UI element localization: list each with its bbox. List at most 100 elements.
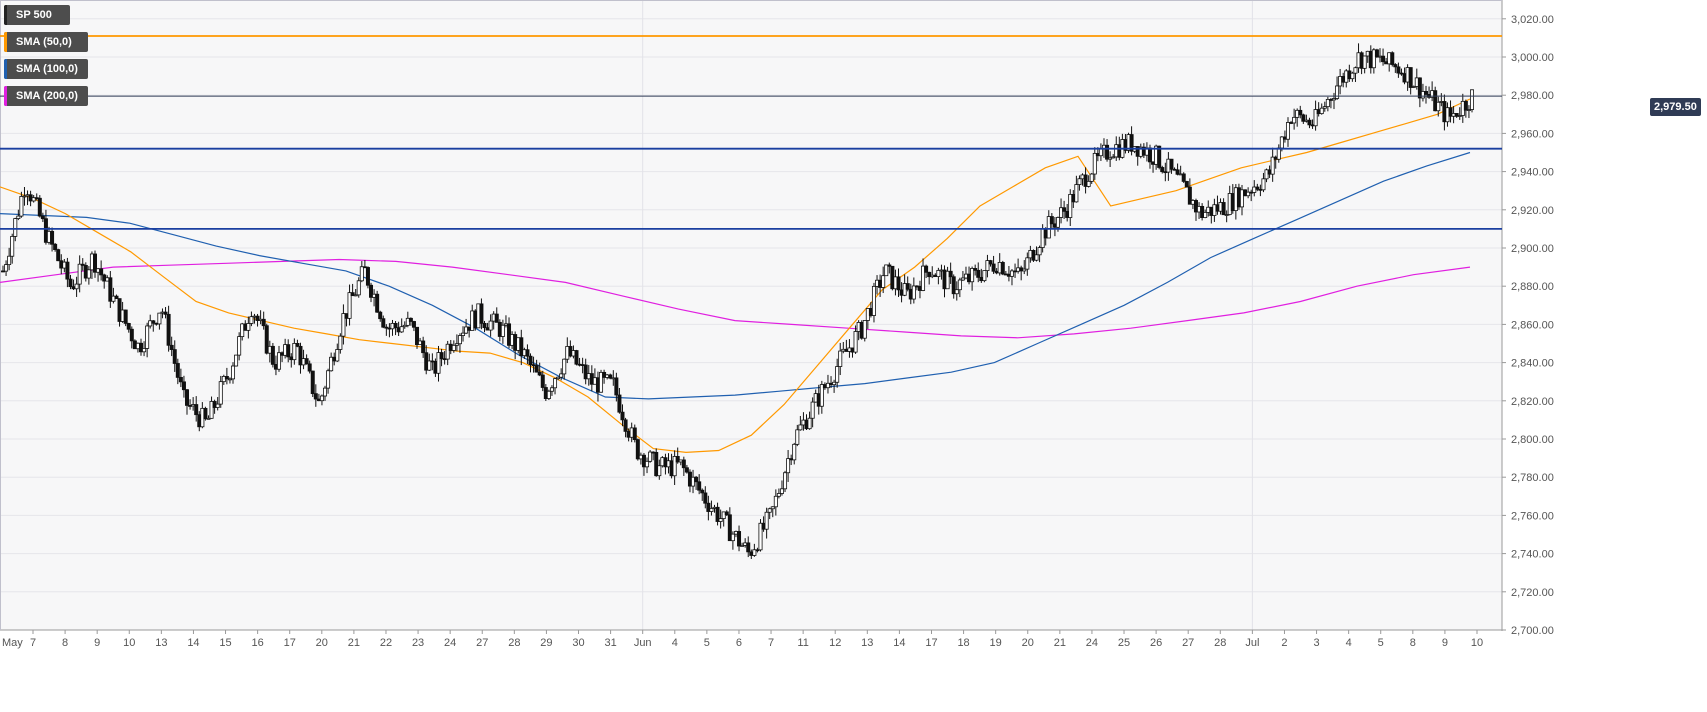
candle-body [445, 343, 450, 360]
x-tick-label: 14 [893, 637, 905, 649]
candle-body [1301, 114, 1306, 122]
candle-body [807, 417, 812, 430]
candle-body [1147, 147, 1152, 163]
x-tick-label: Jun [634, 637, 652, 649]
candle-body [408, 317, 413, 322]
candle-body [700, 489, 705, 494]
candle-body [421, 340, 426, 354]
candle-body [1059, 207, 1064, 218]
candle-body [697, 481, 702, 491]
candle-body [862, 320, 867, 339]
candle-body [976, 269, 981, 278]
candle-body [1077, 178, 1082, 185]
x-tick-label: 7 [768, 637, 774, 649]
candle-body [770, 506, 775, 510]
candle-body [37, 197, 42, 217]
x-tick-label: 9 [1442, 637, 1448, 649]
candle-body [896, 276, 901, 291]
candle-body [1433, 90, 1438, 112]
candle-body [1466, 109, 1471, 111]
legend-item-sma50[interactable]: SMA (50,0) [4, 32, 88, 52]
candle-body [623, 419, 628, 432]
candle-body [365, 267, 370, 286]
y-tick-label: 2,880.00 [1511, 281, 1554, 293]
candle-body [1108, 157, 1113, 160]
candle-body [264, 325, 269, 354]
candle-body [721, 511, 726, 519]
candle-body [378, 311, 383, 320]
x-tick-label: 30 [572, 637, 584, 649]
legend-swatch [4, 59, 7, 79]
candle-body [672, 456, 677, 477]
y-tick-label: 2,860.00 [1511, 319, 1554, 331]
candle-body [479, 303, 484, 324]
x-tick-label: 31 [604, 637, 616, 649]
x-tick-label: 3 [1313, 637, 1319, 649]
candle-body [1160, 167, 1165, 173]
candle-body [1074, 184, 1079, 203]
candle-body [1025, 257, 1030, 270]
candle-body [654, 451, 659, 477]
x-tick-label: 6 [736, 637, 742, 649]
candle-body [703, 492, 708, 504]
candle-body [1325, 99, 1330, 108]
candle-body [798, 424, 803, 431]
candle-body [350, 292, 355, 297]
legend-item-sma200[interactable]: SMA (200,0) [4, 86, 88, 106]
candle-body [948, 270, 953, 278]
candle-body [648, 451, 653, 462]
axes: 2,700.00 2,720.00 2,740.00 2,760.00 2,780.00… [0, 0, 1554, 649]
candle-body [50, 230, 55, 245]
candle-body [53, 243, 58, 251]
candle-body [755, 549, 760, 552]
x-tick-label: 27 [1182, 637, 1194, 649]
sma200-line [0, 258, 1471, 339]
candle-body [1374, 49, 1379, 58]
candle-body [706, 502, 711, 512]
candle-body [369, 284, 374, 298]
candle-body [1362, 55, 1367, 69]
candle-body [1098, 148, 1103, 157]
candle-body [1184, 181, 1189, 188]
candle-body [1181, 173, 1186, 182]
candle-body [436, 352, 441, 374]
candle-body [1292, 116, 1297, 124]
candle-body [608, 374, 613, 379]
y-tick-label: 2,740.00 [1511, 549, 1554, 561]
x-tick-label: 20 [1022, 637, 1034, 649]
candle-body [353, 294, 358, 297]
candle-body [832, 381, 837, 386]
x-tick-label: 23 [412, 637, 424, 649]
candle-body [1055, 217, 1060, 228]
candle-body [500, 324, 505, 337]
candle-body [921, 265, 926, 291]
sma100-line [0, 151, 1471, 400]
candle-body [758, 522, 763, 551]
candle-body [166, 313, 171, 346]
x-tick-label: 8 [1410, 637, 1416, 649]
candle-body [209, 401, 214, 419]
x-tick-label: 24 [444, 637, 456, 649]
candles [0, 43, 1475, 560]
candle-body [970, 268, 975, 283]
candle-body [819, 384, 824, 407]
candle-body [93, 253, 98, 273]
candle-body [973, 268, 978, 271]
candle-body [1417, 77, 1422, 99]
x-tick-label: 10 [1471, 637, 1483, 649]
candle-body [10, 236, 15, 257]
candle-body [988, 260, 993, 265]
x-tick-label: 21 [348, 637, 360, 649]
candle-body [203, 407, 208, 420]
candle-body [329, 356, 334, 372]
candle-body [384, 326, 389, 329]
candle-body [583, 364, 588, 380]
legend-item-sp500[interactable]: SP 500 [4, 5, 70, 25]
candle-body [1470, 89, 1475, 110]
x-tick-label: 17 [925, 637, 937, 649]
candle-body [1187, 186, 1192, 205]
candle-body [56, 249, 61, 262]
legend-item-sma100[interactable]: SMA (100,0) [4, 59, 88, 79]
